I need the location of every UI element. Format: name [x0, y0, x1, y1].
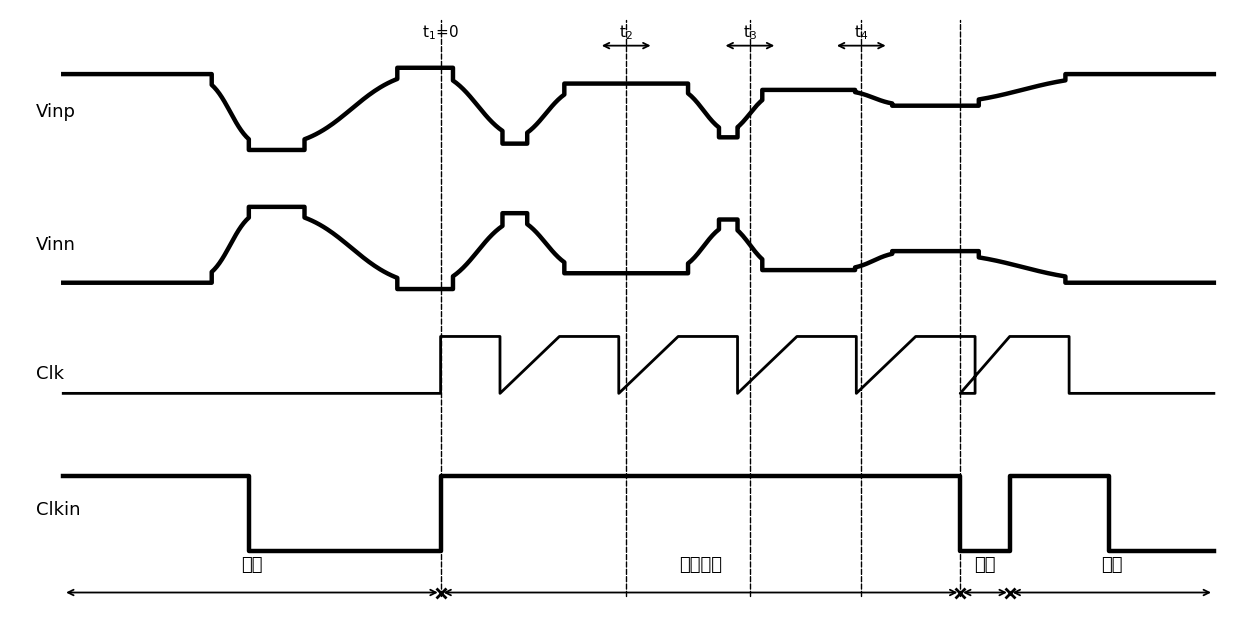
Text: 采样: 采样 [241, 556, 263, 573]
Text: t$_4$: t$_4$ [854, 23, 868, 42]
Text: 采样: 采样 [1101, 556, 1122, 573]
Text: Clkin: Clkin [36, 501, 81, 519]
Text: 等待: 等待 [975, 556, 996, 573]
Text: 逐次逼近: 逐次逼近 [680, 556, 722, 573]
Text: t$_2$: t$_2$ [619, 23, 634, 42]
Text: Vinp: Vinp [36, 103, 76, 121]
Text: t$_1$=0: t$_1$=0 [422, 23, 459, 42]
Text: Clk: Clk [36, 365, 64, 384]
Text: t$_3$: t$_3$ [743, 23, 756, 42]
Text: Vinn: Vinn [36, 236, 76, 254]
